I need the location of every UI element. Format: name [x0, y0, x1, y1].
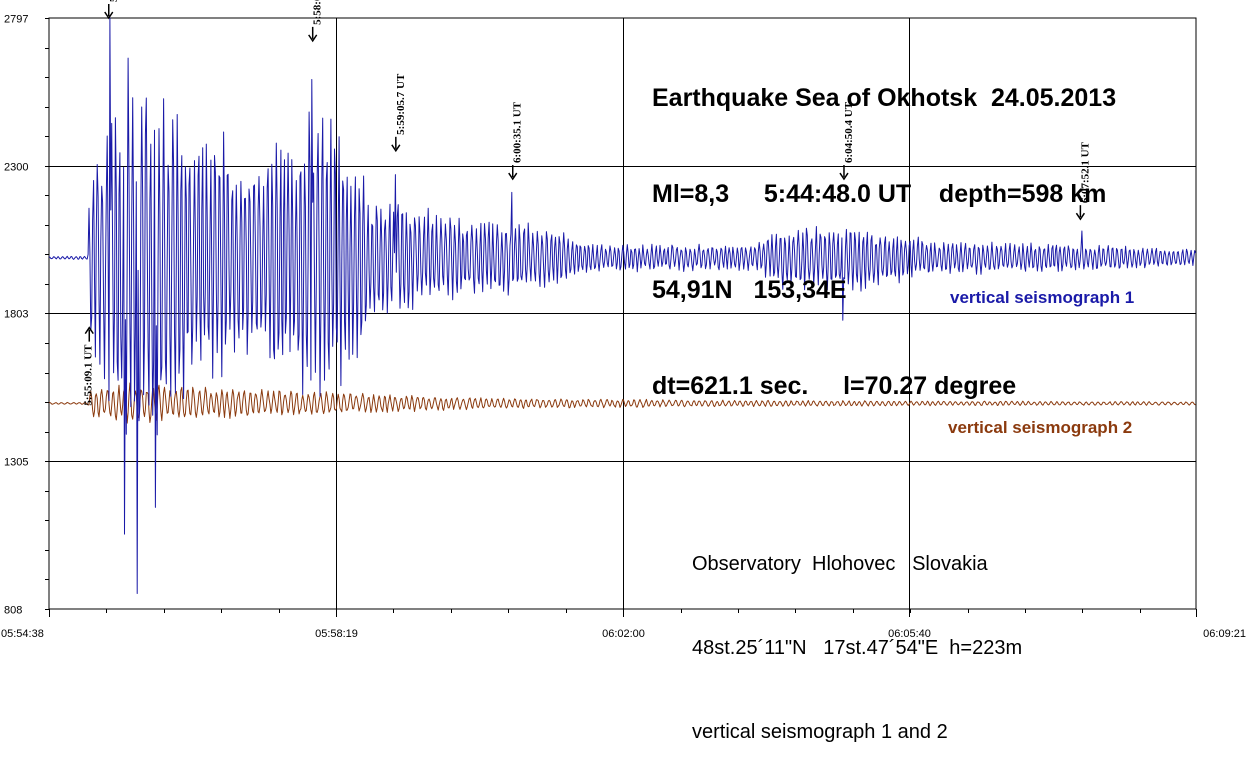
- annotation: 5:55:09.1 UT: [82, 326, 94, 406]
- trace-seismograph-1: [48, 17, 1197, 594]
- trace-line: [48, 17, 1197, 594]
- annotation-label: 6:00:35.1 UT: [512, 101, 524, 163]
- event-info: Earthquake Sea of Okhotsk 24.05.2013 Ml=…: [652, 18, 1116, 434]
- y-tick-label: 2300: [4, 162, 28, 174]
- arrowhead-icon: [839, 172, 849, 181]
- x-tick-label: 06:05:40: [888, 628, 931, 640]
- y-tick-label: 808: [4, 605, 22, 617]
- event-distance: dt=621.1 sec. l=70.27 degree: [652, 372, 1017, 400]
- annotation-label: 5:58:01.6 UT: [312, 0, 324, 25]
- y-tick-label: 1803: [4, 309, 28, 321]
- arrowhead-icon: [508, 172, 518, 181]
- event-coordinates: 54,91N 153,34E: [652, 276, 847, 304]
- annotation-label: 5:55:09.1 UT: [82, 344, 94, 406]
- annotation: 6:07:52.1 UT: [1075, 141, 1091, 221]
- annotation: 6:00:35.1 UT: [508, 101, 524, 181]
- arrowhead-icon: [308, 34, 318, 43]
- arrowhead-icon: [1075, 212, 1086, 221]
- trace-label-seismograph-1: vertical seismograph 1: [950, 288, 1135, 307]
- annotation: 5:58:01.6 UT: [308, 0, 324, 43]
- axes: 2797 2300 1803 1305 808 05:54:38 05:58:19 06:02…: [1, 14, 1246, 641]
- y-tick-label: 2797: [4, 14, 28, 26]
- event-magnitude-time-depth: Ml=8,3 5:44:48.0 UT depth=598 km: [652, 180, 1107, 208]
- trace-line: [48, 382, 1196, 424]
- observatory-coordinates: 48st.25´11"N 17st.47´54"E h=223m: [692, 637, 1023, 659]
- annotation: 5:59:05.7 UT: [391, 73, 407, 153]
- x-tick-label: 05:54:38: [1, 628, 44, 640]
- trace-seismograph-2: [48, 382, 1196, 424]
- event-title: Earthquake Sea of Okhotsk 24.05.2013: [652, 84, 1117, 112]
- annotation-label: 6:07:52.1 UT: [1079, 141, 1091, 203]
- annotation-label: 5:59:05.7 UT: [395, 73, 407, 135]
- arrowhead-icon: [391, 144, 401, 153]
- x-tick-label: 06:02:00: [602, 628, 645, 640]
- observatory-instrument: vertical seismograph 1 and 2: [692, 721, 948, 743]
- annotation-label: 5:55:24.5 UT: [108, 0, 120, 2]
- seismogram-chart: 2797 2300 1803 1305 808 05:54:38 05:58:19 06:02…: [1, 0, 1246, 641]
- arrowhead-icon: [104, 11, 114, 20]
- annotation: 5:55:24.5 UT: [104, 0, 120, 20]
- observatory-name: Observatory Hlohovec Slovakia: [692, 553, 988, 575]
- annotation-label: 6:04:50.4 UT: [843, 101, 855, 163]
- annotation: 6:04:50.4 UT: [839, 101, 855, 181]
- trace-label-seismograph-2: vertical seismograph 2: [948, 418, 1133, 437]
- time-annotations: 5:55:09.1 UT 5:55:24.5 UT 5:58:01.6 UT 5:59…: [82, 0, 1091, 406]
- grid-lines: [48, 17, 1197, 610]
- x-tick-label: 06:09:21: [1203, 628, 1246, 640]
- arrowhead-icon: [84, 326, 94, 335]
- x-tick-label: 05:58:19: [315, 628, 358, 640]
- observatory-info: Observatory Hlohovec Slovakia 48st.25´11…: [692, 494, 1022, 774]
- y-tick-label: 1305: [4, 457, 28, 469]
